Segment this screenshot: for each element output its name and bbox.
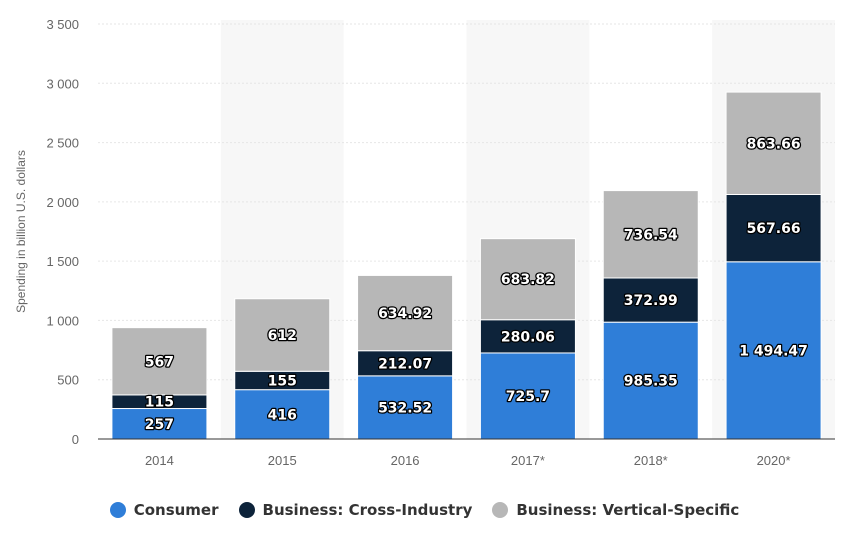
bar-consumer-2018[interactable] bbox=[602, 321, 699, 440]
data-label-consumer-2017: 725.7 bbox=[506, 389, 550, 405]
bar-consumer-2020[interactable] bbox=[725, 261, 822, 440]
legend-item-consumer[interactable]: Consumer bbox=[109, 501, 219, 519]
bars bbox=[111, 91, 822, 440]
data-label-business-vertical-specific-2014: 567 bbox=[145, 354, 174, 370]
y-tick-label: 3 500 bbox=[46, 17, 79, 32]
bar-consumer-2017[interactable] bbox=[479, 352, 576, 440]
x-tick-label-2015: 2015 bbox=[268, 453, 297, 468]
data-label-consumer-2016: 532.52 bbox=[378, 400, 432, 416]
legend-swatch-consumer bbox=[109, 502, 126, 518]
bar-business-vertical-specific-2018[interactable] bbox=[602, 190, 699, 279]
bar-business-cross-industry-2016[interactable] bbox=[357, 350, 454, 377]
bar-consumer-2015[interactable] bbox=[234, 389, 331, 440]
legend-label-consumer: Consumer bbox=[133, 501, 219, 519]
bar-business-vertical-specific-2015[interactable] bbox=[234, 298, 331, 372]
data-label-business-cross-industry-2018: 372.99 bbox=[624, 293, 678, 309]
bar-business-vertical-specific-2020[interactable] bbox=[725, 91, 822, 195]
data-label-consumer-2015: 416 bbox=[268, 407, 297, 423]
y-tick-label: 0 bbox=[72, 432, 79, 447]
bar-business-cross-industry-2017[interactable] bbox=[479, 319, 576, 354]
data-label-business-vertical-specific-2015: 612 bbox=[268, 328, 297, 344]
data-label-consumer-2018: 985.35 bbox=[624, 374, 678, 390]
y-tick-label: 2 000 bbox=[46, 195, 79, 210]
data-label-business-vertical-specific-2017: 683.82 bbox=[501, 272, 555, 288]
y-tick-label: 1 500 bbox=[46, 254, 79, 269]
x-tick-label-2020: 2020* bbox=[757, 453, 791, 468]
data-label-business-cross-industry-2016: 212.07 bbox=[378, 356, 432, 372]
x-tick-label-2017: 2017* bbox=[511, 453, 545, 468]
data-label-business-cross-industry-2014: 115 bbox=[145, 395, 174, 411]
legend-item-cross-industry[interactable]: Business: Cross-Industry bbox=[238, 501, 473, 519]
y-tick-label: 3 000 bbox=[46, 76, 79, 91]
data-label-business-cross-industry-2020: 567.66 bbox=[747, 221, 801, 237]
data-label-business-cross-industry-2015: 155 bbox=[268, 373, 297, 389]
data-label-business-vertical-specific-2020: 863.66 bbox=[747, 136, 801, 152]
legend-label-vertical-specific: Business: Vertical-Specific bbox=[516, 501, 740, 519]
data-labels: 257 115 567 416 155 612 532.52 212.07 634.92 725.… bbox=[144, 135, 810, 434]
data-label-business-vertical-specific-2016: 634.92 bbox=[378, 306, 432, 322]
legend-item-vertical-specific[interactable]: Business: Vertical-Specific bbox=[492, 501, 739, 519]
legend: Consumer Business: Cross-Industry Busine… bbox=[0, 496, 849, 524]
y-axis-ticks: 0 500 1 000 1 500 2 000 2 500 3 000 3 500 bbox=[46, 17, 79, 447]
bar-business-cross-industry-2018[interactable] bbox=[602, 277, 699, 323]
legend-swatch-vertical-specific bbox=[492, 502, 509, 518]
data-label-business-cross-industry-2017: 280.06 bbox=[501, 329, 555, 345]
y-tick-label: 500 bbox=[57, 373, 79, 388]
data-label-consumer-2020: 1 494.47 bbox=[739, 343, 808, 359]
data-label-business-vertical-specific-2018: 736.54 bbox=[624, 227, 678, 243]
x-tick-label-2014: 2014 bbox=[145, 453, 174, 468]
y-axis-title: Spending in billion U.S. dollars bbox=[14, 150, 28, 313]
bar-business-vertical-specific-2017[interactable] bbox=[479, 238, 576, 321]
bar-consumer-2014[interactable] bbox=[111, 408, 208, 440]
y-tick-label: 1 000 bbox=[46, 313, 79, 328]
legend-swatch-cross-industry bbox=[238, 502, 255, 518]
data-label-consumer-2014: 257 bbox=[145, 417, 174, 433]
gridlines bbox=[98, 23, 835, 381]
bar-business-cross-industry-2020[interactable] bbox=[725, 193, 822, 263]
legend-label-cross-industry: Business: Cross-Industry bbox=[262, 501, 473, 519]
x-tick-label-2016: 2016 bbox=[391, 453, 420, 468]
x-axis-ticks: 2014 2015 2016 2017* 2018* 2020* bbox=[145, 453, 791, 468]
bar-business-vertical-specific-2016[interactable] bbox=[357, 274, 454, 352]
x-tick-label-2018: 2018* bbox=[634, 453, 668, 468]
y-tick-label: 2 500 bbox=[46, 136, 79, 151]
bar-business-vertical-specific-2014[interactable] bbox=[111, 327, 208, 396]
